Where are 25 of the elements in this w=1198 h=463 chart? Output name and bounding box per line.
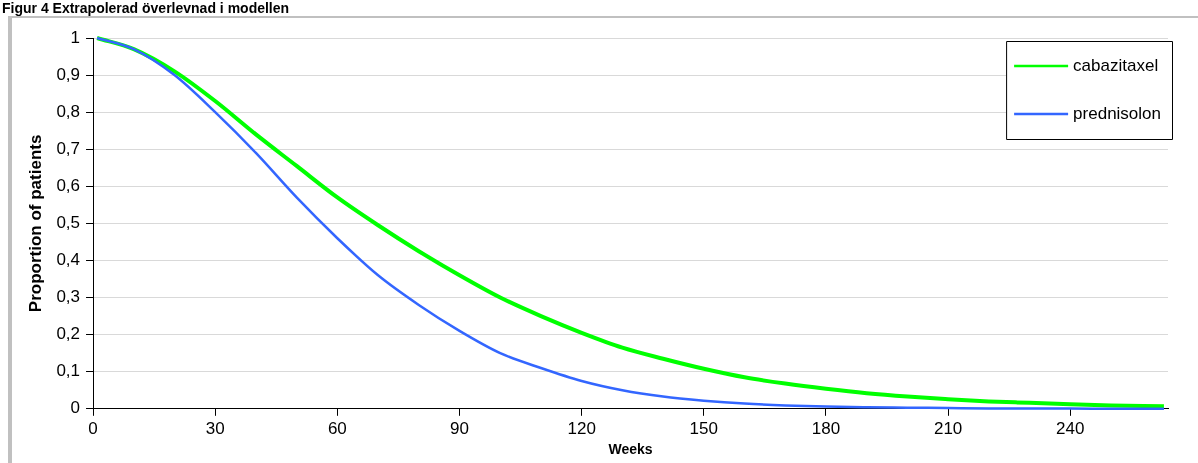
y-axis-title: Proportion of patients: [25, 134, 45, 313]
x-tick-label: 0: [88, 418, 98, 438]
x-axis-title: Weeks: [608, 441, 653, 458]
x-tick-label: 90: [450, 418, 469, 438]
y-tick-label: 0,9: [56, 64, 81, 84]
y-tick-label: 0,3: [56, 287, 81, 307]
legend-label: prednisolon: [1073, 103, 1162, 123]
y-tick-label: 0,7: [56, 138, 81, 158]
y-tick-label: 0,4: [56, 250, 81, 270]
x-tick-label: 240: [1056, 418, 1085, 438]
chart-title: Figur 4 Extrapolerad överlevnad i modellen: [2, 0, 290, 16]
y-tick-label: 0,8: [56, 101, 81, 121]
y-tick-label: 0,1: [56, 361, 81, 381]
x-tick-label: 180: [811, 418, 841, 438]
x-tick-label: 30: [205, 418, 225, 438]
y-tick-label: 0,6: [56, 176, 81, 196]
x-tick-label: 210: [933, 418, 963, 438]
y-tick-label: 0: [70, 398, 81, 418]
x-tick-label: 150: [689, 418, 718, 438]
y-tick-label: 0,5: [56, 213, 81, 233]
x-tick-label: 120: [567, 418, 596, 438]
y-tick-label: 1: [70, 27, 81, 47]
y-tick-label: 0,2: [56, 324, 81, 344]
legend-label: cabazitaxel: [1073, 55, 1159, 75]
x-tick-label: 60: [327, 418, 347, 438]
